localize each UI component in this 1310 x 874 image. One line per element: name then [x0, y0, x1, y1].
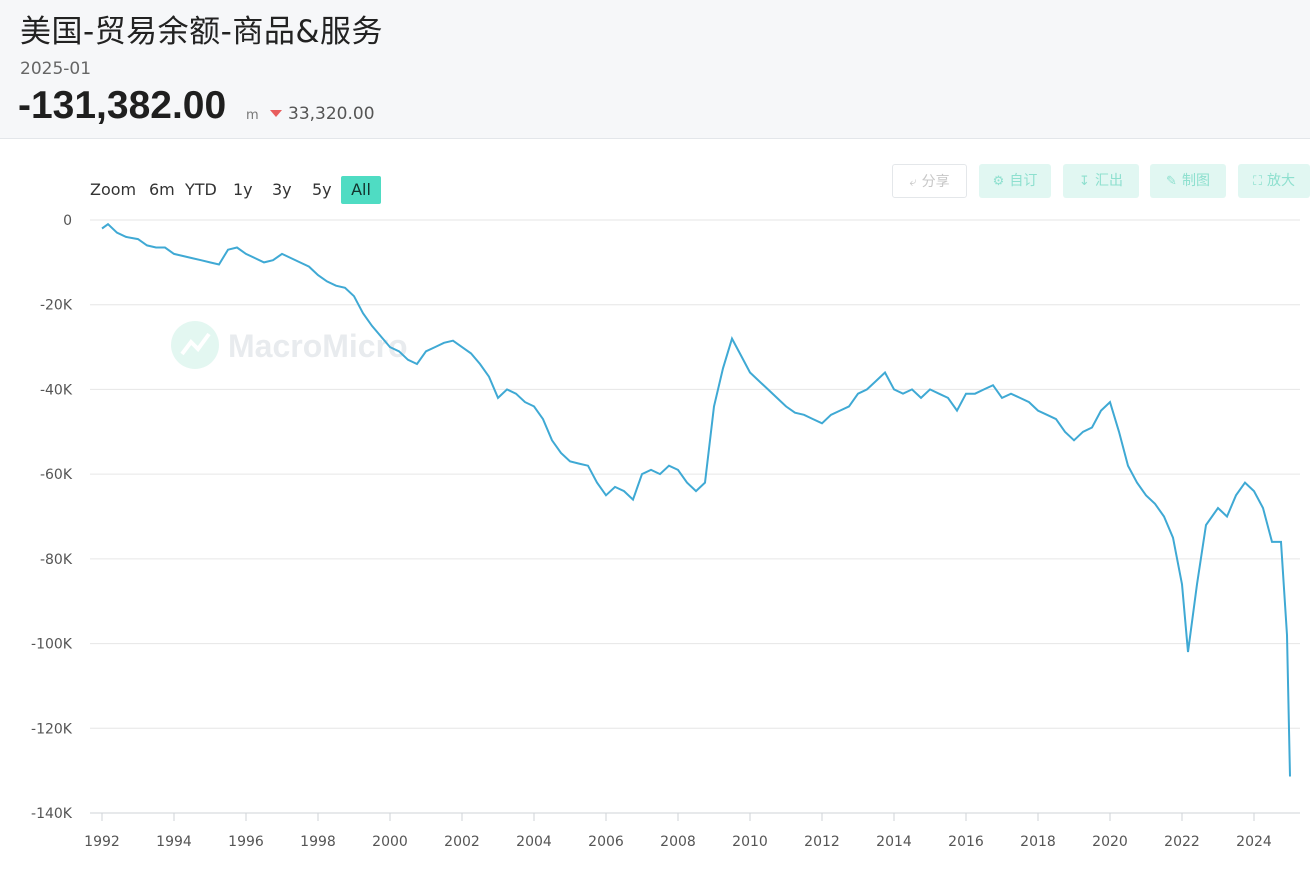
y-tick-label: -140K: [31, 806, 73, 822]
x-tick-label: 2012: [804, 834, 840, 850]
watermark-text: MacroMicro: [228, 328, 408, 364]
y-axis: 0 -20K -40K -60K -80K -100K -120K -140K: [31, 213, 73, 822]
grid-lines: [90, 219, 1300, 814]
x-tick-label: 1992: [84, 834, 120, 850]
draw-button[interactable]: ✎ 制图: [1150, 164, 1226, 198]
x-tick-label: 2002: [444, 834, 480, 850]
watermark-trend-icon: [180, 332, 211, 356]
gear-icon: ⚙: [992, 174, 1005, 189]
y-tick-label: -120K: [31, 721, 73, 737]
x-tick-label: 2006: [588, 834, 624, 850]
value-unit: m: [246, 108, 259, 123]
y-tick-label: -20K: [40, 298, 73, 314]
range-3y-button[interactable]: 3y: [272, 180, 292, 199]
customize-button[interactable]: ⚙ 自订: [979, 164, 1051, 198]
x-tick-label: 2018: [1020, 834, 1056, 850]
header: 美国-贸易余额-商品&服务 2025-01 -131,382.00 m 33,3…: [0, 0, 1310, 139]
range-1y-button[interactable]: 1y: [233, 180, 253, 199]
y-tick-label: -80K: [40, 552, 73, 568]
expand-icon: ⛶: [1252, 174, 1263, 189]
x-tick-label: 2014: [876, 834, 912, 850]
expand-button[interactable]: ⛶ 放大: [1238, 164, 1310, 198]
x-tick-label: 2016: [948, 834, 984, 850]
zoom-label: Zoom: [90, 180, 137, 199]
page-title: 美国-贸易余额-商品&服务: [20, 14, 384, 50]
x-tick-label: 2024: [1236, 834, 1272, 850]
x-tick-label: 1994: [156, 834, 192, 850]
change-value: 33,320.00: [288, 104, 375, 124]
x-axis: 1992 1994 1996 1998 2000 2002 2004 2006 2008 2010…: [84, 813, 1272, 850]
export-button[interactable]: ↧ 汇出: [1063, 164, 1139, 198]
down-arrow-icon: [270, 110, 282, 117]
x-tick-label: 2004: [516, 834, 552, 850]
range-6m-button[interactable]: 6m: [149, 180, 175, 199]
download-icon: ↧: [1079, 174, 1090, 189]
y-tick-label: 0: [63, 213, 72, 229]
range-ytd-button[interactable]: YTD: [185, 180, 217, 199]
range-5y-button[interactable]: 5y: [312, 180, 332, 199]
x-tick-label: 2010: [732, 834, 768, 850]
x-tick-label: 2000: [372, 834, 408, 850]
x-tick-label: 1996: [228, 834, 264, 850]
x-tick-label: 2022: [1164, 834, 1200, 850]
pencil-icon: ✎: [1166, 174, 1177, 189]
x-tick-label: 2008: [660, 834, 696, 850]
x-tick-label: 2020: [1092, 834, 1128, 850]
y-tick-label: -40K: [40, 382, 73, 398]
watermark: MacroMicro: [171, 321, 408, 369]
range-all-button[interactable]: All: [341, 176, 381, 204]
y-tick-label: -60K: [40, 467, 73, 483]
x-tick-label: 1998: [300, 834, 336, 850]
share-icon: ⤶: [909, 175, 917, 190]
data-date: 2025-01: [20, 59, 92, 79]
share-button[interactable]: ⤶ 分享: [892, 164, 967, 198]
series-line: [101, 222, 1291, 777]
y-tick-label: -100K: [31, 637, 73, 653]
latest-value: -131,382.00: [18, 84, 227, 127]
